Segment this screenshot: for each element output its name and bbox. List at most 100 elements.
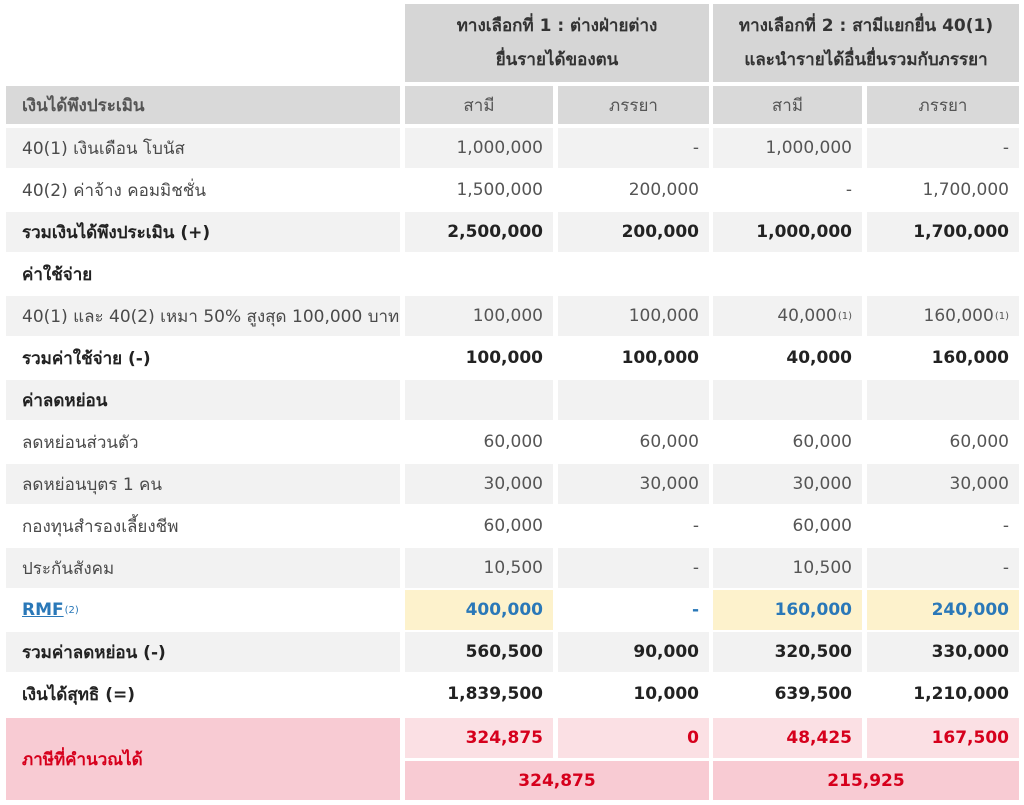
cell-value: 240,000: [931, 600, 1009, 620]
table-cell: 10,500: [713, 548, 862, 588]
cell-value: 639,500: [774, 684, 852, 704]
table-cell: 40,000 (1): [713, 296, 862, 336]
table-cell: 200,000: [558, 170, 709, 210]
cell-value: 60,000: [792, 432, 852, 452]
cell-value: 60,000: [639, 432, 699, 452]
tax-value: 167,500: [867, 718, 1019, 758]
row-label: ลดหย่อนส่วนตัว: [6, 422, 400, 462]
row-label-text: 40(2) ค่าจ้าง คอมมิชชั่น: [22, 180, 206, 201]
cell-value: -: [1002, 138, 1009, 158]
cell-value: 1,000,000: [756, 222, 852, 242]
cell-value: 400,000: [465, 600, 543, 620]
row-label: กองทุนสำรองเลี้ยงชีพ: [6, 506, 400, 546]
cell-value: 160,000: [931, 348, 1009, 368]
table-cell: 40,000: [713, 338, 862, 378]
footnote-marker: (1): [994, 310, 1009, 322]
table-cell: [405, 380, 553, 420]
table-cell: 320,500: [713, 632, 862, 672]
footnote-marker: (1): [837, 310, 852, 322]
option1-header: ทางเลือกที่ 1 : ต่างฝ่ายต่างยื่นรายได้ขอ…: [405, 4, 709, 82]
table-cell: [558, 380, 709, 420]
tax-label: ภาษีที่คำนวณได้: [6, 718, 400, 800]
table-cell: 160,000: [713, 590, 862, 630]
table-cell: 1,000,000: [713, 212, 862, 252]
table-cell: -: [558, 548, 709, 588]
tax-total-option1: 324,875: [405, 761, 709, 800]
row-label: ค่าลดหย่อน: [6, 380, 400, 420]
footnote-marker: (2): [64, 604, 79, 616]
cell-value: -: [691, 600, 699, 620]
cell-value: 1,700,000: [913, 222, 1009, 242]
table-cell: [558, 254, 709, 294]
table-cell: 30,000: [713, 464, 862, 504]
table-cell: 30,000: [558, 464, 709, 504]
table-cell: 160,000: [867, 338, 1019, 378]
cell-value: 40,000: [777, 306, 837, 326]
table-cell: 100,000: [405, 296, 553, 336]
table-cell: 30,000: [405, 464, 553, 504]
col-husband-2: สามี: [713, 86, 862, 124]
cell-value: -: [692, 558, 699, 578]
table-cell: 400,000: [405, 590, 553, 630]
table-cell: 1,500,000: [405, 170, 553, 210]
cell-value: 90,000: [633, 642, 699, 662]
table-cell: 240,000: [867, 590, 1019, 630]
cell-value: 100,000: [472, 306, 543, 326]
table-cell: 100,000: [405, 338, 553, 378]
cell-value: 2,500,000: [447, 222, 543, 242]
table-cell: 100,000: [558, 296, 709, 336]
cell-value: -: [845, 180, 852, 200]
cell-value: -: [1002, 558, 1009, 578]
cell-value: 30,000: [483, 474, 543, 494]
table-cell: [713, 380, 862, 420]
cell-value: -: [692, 516, 699, 536]
table-cell: 10,500: [405, 548, 553, 588]
row-label-text: เงินได้สุทธิ (=): [22, 684, 135, 705]
table-cell: 60,000: [405, 422, 553, 462]
cell-value: 60,000: [792, 516, 852, 536]
cell-value: 60,000: [949, 432, 1009, 452]
table-cell: 60,000: [405, 506, 553, 546]
row-label[interactable]: RMF (2): [6, 590, 400, 630]
row-label: เงินได้สุทธิ (=): [6, 674, 400, 714]
cell-value: 160,000: [774, 600, 852, 620]
table-cell: 10,000: [558, 674, 709, 714]
row-label: ค่าใช้จ่าย: [6, 254, 400, 294]
table-cell: -: [558, 128, 709, 168]
cell-value: 40,000: [786, 348, 852, 368]
table-cell: 200,000: [558, 212, 709, 252]
row-label-text: ลดหย่อนบุตร 1 คน: [22, 474, 163, 495]
col-husband-1: สามี: [405, 86, 553, 124]
table-cell: -: [713, 170, 862, 210]
tax-value: 324,875: [405, 718, 553, 758]
cell-value: 1,839,500: [447, 684, 543, 704]
row-label: รวมค่าใช้จ่าย (-): [6, 338, 400, 378]
cell-value: -: [692, 138, 699, 158]
table-cell: -: [558, 590, 709, 630]
table-cell: 60,000: [713, 506, 862, 546]
rmf-link[interactable]: RMF: [22, 600, 64, 620]
row-label-text: ลดหย่อนส่วนตัว: [22, 432, 139, 453]
table-cell: [405, 254, 553, 294]
cell-value: 60,000: [483, 432, 543, 452]
row-label-text: 40(1) และ 40(2) เหมา 50% สูงสุด 100,000 …: [22, 306, 400, 327]
cell-value: 30,000: [639, 474, 699, 494]
cell-value: 1,210,000: [913, 684, 1009, 704]
table-cell: 160,000 (1): [867, 296, 1019, 336]
table-cell: 639,500: [713, 674, 862, 714]
cell-value: 60,000: [483, 516, 543, 536]
row-label: รวมค่าลดหย่อน (-): [6, 632, 400, 672]
table-cell: 330,000: [867, 632, 1019, 672]
row-label: 40(1) เงินเดือน โบนัส: [6, 128, 400, 168]
row-label: 40(2) ค่าจ้าง คอมมิชชั่น: [6, 170, 400, 210]
cell-value: 30,000: [949, 474, 1009, 494]
tax-total-option2: 215,925: [713, 761, 1019, 800]
cell-value: 1,000,000: [456, 138, 543, 158]
table-cell: 60,000: [558, 422, 709, 462]
table-cell: [713, 254, 862, 294]
cell-value: 200,000: [621, 222, 699, 242]
row-label-assessable-income: เงินได้พึงประเมิน: [6, 86, 400, 124]
table-cell: [867, 254, 1019, 294]
table-cell: 2,500,000: [405, 212, 553, 252]
